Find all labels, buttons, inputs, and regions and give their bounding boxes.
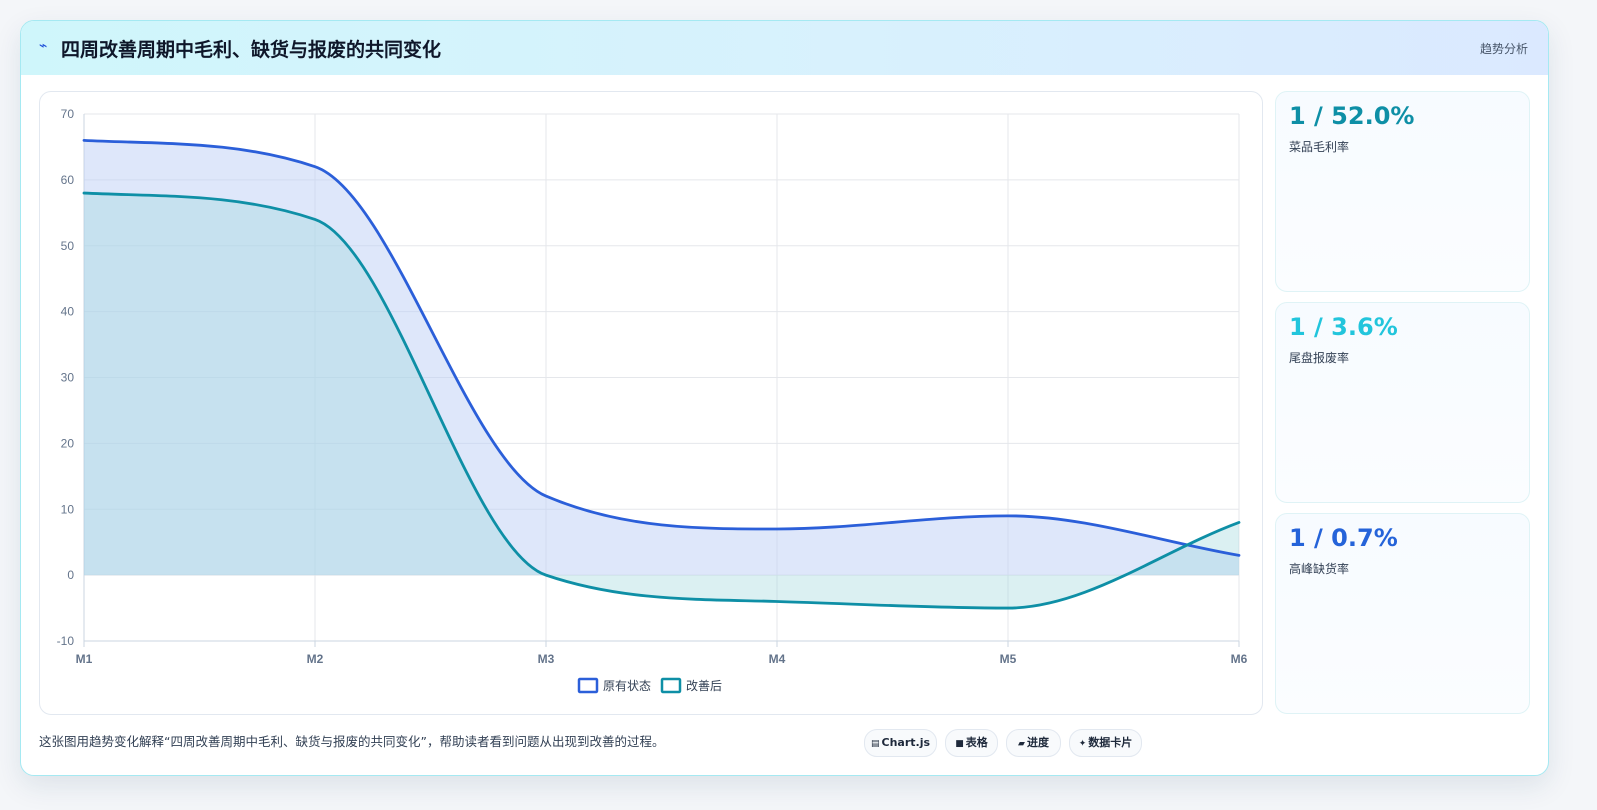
x-tick-label: M6 — [1231, 652, 1248, 666]
x-tick-label: M1 — [76, 652, 93, 666]
y-tick-label: 10 — [61, 502, 75, 516]
header-tag: 趋势分析 — [1479, 42, 1528, 56]
legend-swatch-2 — [660, 677, 682, 694]
y-tick-label: 40 — [61, 305, 75, 319]
chart-description: 这张图用趋势变化解释“四周改善周期中毛利、缺货与报废的共同变化”，帮助读者看到问… — [39, 734, 665, 749]
series-line-2 — [82, 191, 1241, 610]
series-area-1 — [84, 140, 1239, 576]
y-tick-label: 0 — [67, 568, 74, 582]
y-tick-label: 60 — [61, 173, 75, 187]
kpi-label: 尾盘报废率 — [1289, 351, 1350, 365]
pill-table[interactable]: ■ 表格 — [945, 729, 998, 757]
x-tick-label: M3 — [538, 652, 555, 666]
series-area-2 — [84, 193, 1239, 609]
kpi-label: 菜品毛利率 — [1289, 140, 1350, 154]
kpi-value: 1 / 0.7% — [1289, 524, 1398, 552]
kpi-card-gross-margin: 1 / 52.0% 菜品毛利率 — [1275, 91, 1530, 292]
kpi-value: 1 / 3.6% — [1289, 313, 1398, 341]
series-line-1 — [82, 138, 1241, 557]
pill-label: 进度 — [1026, 736, 1049, 749]
legend-label-2: 改善后 — [686, 678, 722, 693]
table-icon: ■ — [955, 739, 964, 749]
pill-label: 表格 — [965, 736, 988, 749]
kpi-label: 高峰缺货率 — [1289, 562, 1350, 576]
x-tick-label: M5 — [1000, 652, 1017, 666]
y-tick-label: 50 — [61, 239, 75, 253]
pill-progress[interactable]: ▰ 进度 — [1006, 729, 1061, 757]
card-header: ⌁ 四周改善周期中毛利、缺货与报废的共同变化 趋势分析 — [21, 21, 1548, 75]
kpi-card-scrap-rate: 1 / 3.6% 尾盘报废率 — [1275, 302, 1530, 503]
page-title: 四周改善周期中毛利、缺货与报废的共同变化 — [61, 39, 442, 61]
x-tick-label: M2 — [307, 652, 324, 666]
pill-label: Chart.js — [881, 736, 931, 749]
y-tick-label: -10 — [57, 634, 75, 648]
y-tick-label: 20 — [61, 436, 75, 450]
progress-icon: ▰ — [1018, 739, 1025, 749]
legend-label-1: 原有状态 — [603, 679, 651, 693]
pill-chartjs[interactable]: ▤ Chart.js — [864, 729, 937, 757]
dashboard-card: ⌁ 四周改善周期中毛利、缺货与报废的共同变化 趋势分析 -10 0 10 20 30 40… — [20, 20, 1549, 776]
lightning-icon: ⌁ — [39, 38, 48, 54]
pill-data-card[interactable]: ✦ 数据卡片 — [1069, 729, 1142, 757]
chart-panel: -10 0 10 20 30 40 50 60 70 M1 M2 M3 M4 M5 M6 原有状态 改善后 — [39, 91, 1263, 715]
legend-swatch-1 — [577, 677, 599, 694]
line-chart: -10 0 10 20 30 40 50 60 70 M1 M2 M3 M4 M5 M6 原有状态 改善后 — [57, 107, 1248, 694]
y-tick-label: 30 — [61, 371, 75, 385]
kpi-value: 1 / 52.0% — [1289, 102, 1415, 130]
x-tick-label: M4 — [769, 652, 786, 666]
y-tick-label: 70 — [61, 107, 75, 121]
kpi-card-stockout-rate: 1 / 0.7% 高峰缺货率 — [1275, 513, 1530, 714]
card-icon: ✦ — [1078, 739, 1087, 749]
pill-label: 数据卡片 — [1088, 736, 1133, 749]
chart-icon: ▤ — [870, 739, 880, 749]
